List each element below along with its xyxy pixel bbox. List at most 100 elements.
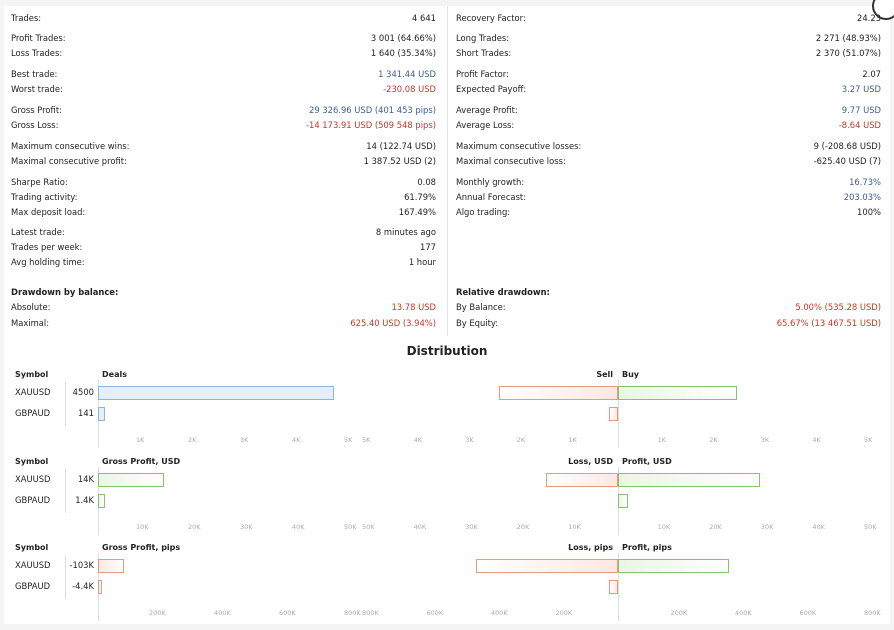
profit-bar	[618, 494, 629, 508]
left-tick: 400K	[214, 609, 231, 617]
stat-row: Profit Factor: 2.07	[456, 67, 881, 81]
left-tick: 4K	[292, 436, 301, 444]
right-tick-right: 20K	[709, 523, 722, 531]
symbol-value: 14K	[77, 474, 94, 484]
stat-label: Sharpe Ratio:	[11, 177, 68, 187]
stat-label: Absolute:	[11, 302, 51, 312]
symbol-label: XAUUSD	[15, 387, 51, 397]
stat-value: 14 (122.74 USD)	[366, 141, 436, 151]
stat-label: Profit Trades:	[11, 33, 66, 43]
stat-value: 1 hour	[408, 257, 436, 267]
drawdown-row: By Equity: 65.67% (13 467.51 USD)	[456, 316, 881, 330]
profit-bar	[618, 473, 760, 487]
right-tick-left: 30K	[465, 523, 478, 531]
stat-value: 16.73%	[849, 177, 881, 187]
stat-value: 13.78 USD	[391, 302, 436, 312]
stat-value: 0.08	[417, 177, 436, 187]
right-tick-right: 10K	[657, 523, 671, 531]
stat-row: Short Trades: 2 370 (51.07%)	[456, 46, 881, 60]
stat-row: Algo trading: 100%	[456, 205, 881, 219]
stat-row: Max deposit load: 167.49%	[11, 205, 436, 219]
left-chart-header: Deals	[102, 370, 127, 379]
right-tick-left: 400K	[491, 609, 508, 617]
stat-row: Trading activity: 61.79%	[11, 190, 436, 204]
right-tick-left: 20K	[516, 523, 530, 531]
loss-bar	[608, 407, 618, 421]
drawdown-row: Absolute: 13.78 USD	[11, 300, 436, 314]
stat-row: Latest trade: 8 minutes ago	[11, 225, 436, 239]
stat-label: Gross Loss:	[11, 120, 59, 130]
stat-value: -8.64 USD	[838, 120, 881, 130]
stat-value: 2 271 (48.93%)	[815, 33, 881, 43]
left-bar	[98, 494, 106, 508]
left-tick: 20K	[188, 523, 201, 531]
right-tick-left: 200K	[555, 609, 573, 617]
right-tick-right: 2K	[709, 436, 718, 444]
stat-row: Worst trade: -230.08 USD	[11, 82, 436, 96]
stat-label: Maximal consecutive profit:	[11, 156, 127, 166]
stat-row: Sharpe Ratio: 0.08	[11, 175, 436, 189]
stat-label: Maximal consecutive loss:	[456, 156, 566, 166]
right-tick-right: 800K	[864, 609, 881, 617]
left-chart-border	[65, 469, 66, 513]
stat-value: 5.00% (535.28 USD)	[795, 302, 881, 312]
stat-label: Trades per week:	[11, 242, 83, 252]
stat-label: Trades:	[11, 13, 42, 23]
loss-bar	[608, 580, 618, 594]
right-tick-left: 600K	[426, 609, 444, 617]
stat-row: Loss Trades: 1 640 (35.34%)	[11, 46, 436, 60]
symbol-value: 141	[78, 408, 94, 418]
symbol-header: Symbol	[15, 370, 49, 379]
stat-row: Best trade: 1 341.44 USD	[11, 67, 436, 81]
symbol-value: 4500	[72, 387, 94, 397]
stat-label: Expected Payoff:	[456, 84, 527, 94]
right-axis-line	[618, 553, 619, 621]
column-separator	[447, 6, 448, 336]
stat-label: Maximum consecutive wins:	[11, 141, 130, 151]
stat-row: Trades: 4 641	[11, 11, 436, 25]
section-heading: Relative drawdown:	[456, 287, 550, 297]
loss-bar	[476, 559, 618, 573]
left-tick: 200K	[149, 609, 166, 617]
left-bar	[98, 473, 165, 487]
drawdown-row: By Balance: 5.00% (535.28 USD)	[456, 300, 881, 314]
right-tick-right: 600K	[799, 609, 817, 617]
symbol-value: -4.4K	[72, 581, 94, 591]
right-tick-right: 400K	[735, 609, 752, 617]
symbol-label: GBPAUD	[15, 581, 51, 591]
symbol-header: Symbol	[15, 543, 49, 552]
stat-value: -230.08 USD	[383, 84, 436, 94]
right-tick-right: 3K	[760, 436, 770, 444]
stat-label: Gross Profit:	[11, 105, 62, 115]
stat-label: By Balance:	[456, 302, 506, 312]
stat-value: 177	[420, 242, 436, 252]
stat-row: Avg holding time: 1 hour	[11, 255, 436, 269]
left-chart-border	[65, 555, 66, 599]
left-tick: 30K	[240, 523, 253, 531]
stat-value: 61.79%	[404, 192, 436, 202]
stat-row: Average Profit: 9.77 USD	[456, 103, 881, 117]
profit-bar	[618, 559, 729, 573]
stat-row: Gross Loss: -14 173.91 USD (509 548 pips)	[11, 118, 436, 132]
right-tick-left: 50K	[362, 523, 375, 531]
stat-value: -625.40 USD (7)	[813, 156, 881, 166]
stat-value: 65.67% (13 467.51 USD)	[776, 318, 881, 328]
right-tick-right: 200K	[670, 609, 688, 617]
stat-value: 8 minutes ago	[375, 227, 436, 237]
right-tick-right: 50K	[864, 523, 877, 531]
section-heading: Drawdown by balance:	[11, 287, 119, 297]
stat-label: Profit Factor:	[456, 69, 509, 79]
stat-value: 203.03%	[843, 192, 881, 202]
right-tick-right: 30K	[760, 523, 774, 531]
stat-value: 2.07	[862, 69, 881, 79]
stat-value: 1 640 (35.34%)	[370, 48, 436, 58]
stat-label: Trading activity:	[11, 192, 78, 202]
right-chart-header-right: Profit, pips	[622, 543, 672, 552]
symbol-value: -103K	[69, 560, 95, 570]
right-tick-right: 5K	[864, 436, 873, 444]
left-tick: 40K	[292, 523, 305, 531]
stat-label: Latest trade:	[11, 227, 65, 237]
right-tick-left: 10K	[568, 523, 581, 531]
stat-row: Expected Payoff: 3.27 USD	[456, 82, 881, 96]
